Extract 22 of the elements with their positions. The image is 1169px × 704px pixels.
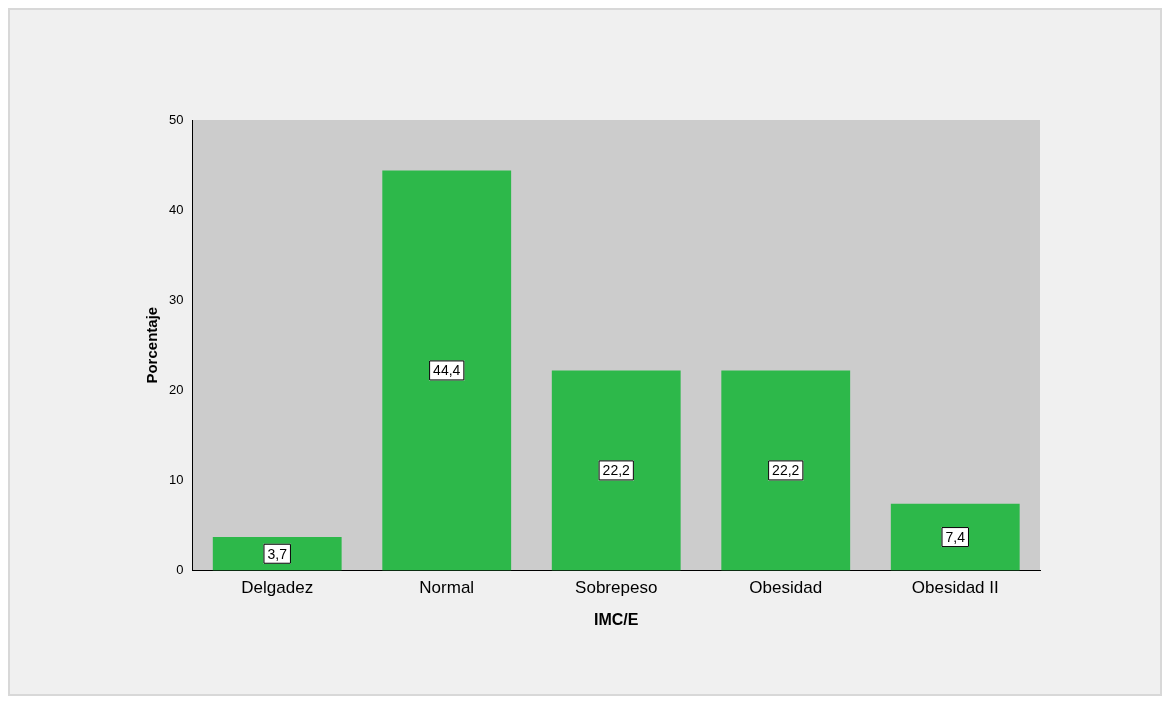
data-label: 22,2: [772, 462, 800, 479]
y-tick-label: 50: [168, 111, 184, 127]
x-tick-label: Normal: [419, 578, 475, 598]
x-axis-title: IMC/E: [594, 610, 639, 628]
x-tick-label: Obesidad: [749, 578, 823, 598]
bar: [382, 170, 512, 571]
data-label: 3,7: [267, 545, 288, 562]
y-tick-label: 10: [168, 471, 184, 487]
bar: [890, 503, 1020, 571]
bar: [551, 370, 681, 571]
x-tick-label: Obesidad II: [911, 578, 999, 598]
y-tick-label: 0: [176, 561, 184, 577]
y-tick-label: 40: [168, 201, 184, 217]
data-label: 22,2: [602, 462, 631, 479]
y-tick-label: 20: [168, 381, 184, 397]
bar: [721, 370, 851, 571]
y-axis-title: Porcentaje: [143, 306, 161, 384]
y-tick-label: 30: [168, 291, 184, 307]
data-label: 44,4: [433, 362, 461, 379]
x-tick-label: Delgadez: [241, 578, 314, 598]
data-label: 7,4: [945, 528, 966, 545]
x-tick-label: Sobrepeso: [575, 578, 658, 598]
